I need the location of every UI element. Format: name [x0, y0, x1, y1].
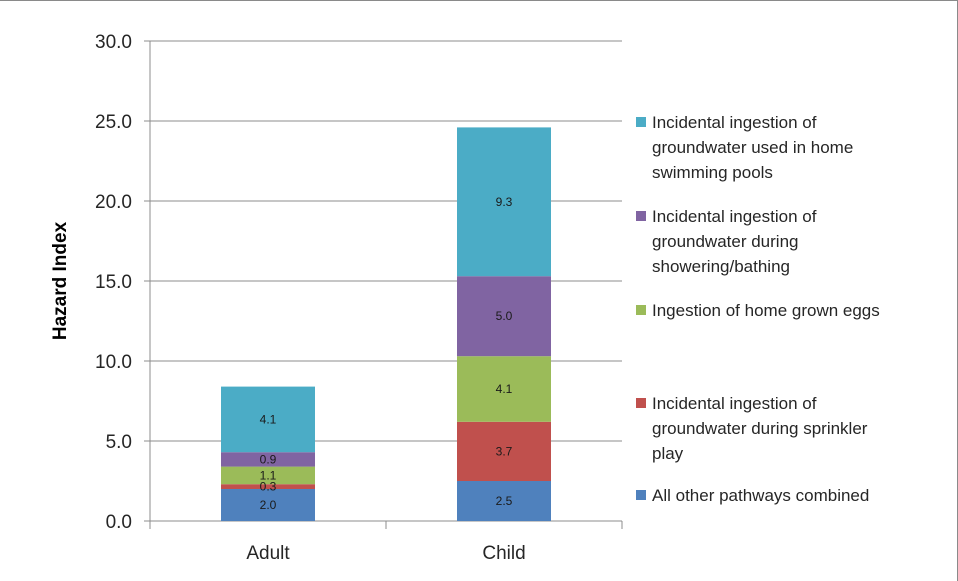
- bar-segment: [457, 421, 551, 481]
- bar-segment: [221, 466, 315, 485]
- y-tick-label: 10.0: [95, 352, 132, 373]
- legend-label: Ingestion of home grown eggs: [652, 301, 880, 320]
- gridlines: [150, 40, 622, 442]
- bar-segment: [221, 386, 315, 453]
- legend-swatch-icon: [636, 211, 646, 221]
- legend-item: Incidental ingestion of groundwater used…: [636, 110, 936, 185]
- legend-item: Ingestion of home grown eggs: [636, 298, 936, 323]
- axes: 0.0 5.0 10.0 15.0 20.0 25.0 30.0 Adult Child: [95, 32, 623, 564]
- legend-swatch-icon: [636, 490, 646, 500]
- y-axis-title: Hazard Index: [50, 221, 71, 340]
- bars: [221, 127, 551, 521]
- bar-segment: [457, 276, 551, 357]
- data-label: 4.1: [496, 382, 513, 396]
- data-label: 4.1: [260, 412, 277, 426]
- y-tick-label: 20.0: [95, 192, 132, 213]
- data-label: 1.1: [260, 468, 277, 482]
- legend-label: Incidental ingestion of groundwater duri…: [652, 207, 817, 276]
- x-category-label: Child: [482, 543, 525, 564]
- bar-segment: [457, 481, 551, 521]
- legend-item: Incidental ingestion of groundwater duri…: [636, 391, 936, 466]
- legend-swatch-icon: [636, 305, 646, 315]
- y-tick-label: 25.0: [95, 112, 132, 133]
- data-label: 5.0: [496, 309, 513, 323]
- bar-segment: [221, 489, 315, 521]
- bar-segment: [457, 356, 551, 422]
- data-labels: 2.0 0.31.1 0.9 4.1 2.5 3.7 4.1 5.0 9.3: [260, 195, 513, 512]
- legend-item: All other pathways combined: [636, 483, 936, 508]
- x-category-label: Adult: [246, 543, 290, 564]
- legend-label: Incidental ingestion of groundwater duri…: [652, 394, 868, 463]
- data-label: 0.3: [260, 480, 277, 494]
- bar-segment: [457, 127, 551, 277]
- data-label: 3.7: [496, 444, 513, 458]
- y-tick-label: 0.0: [106, 512, 132, 533]
- data-label: 9.3: [496, 195, 513, 209]
- y-tick-label: 5.0: [106, 432, 132, 453]
- legend-swatch-icon: [636, 117, 646, 127]
- legend-item: Incidental ingestion of groundwater duri…: [636, 204, 936, 279]
- legend-label: Incidental ingestion of groundwater used…: [652, 113, 854, 182]
- bar-segment: [221, 452, 315, 467]
- legend-label: All other pathways combined: [652, 486, 870, 505]
- bar-segment: [221, 484, 315, 489]
- data-label: 2.5: [496, 494, 513, 508]
- y-tick-label: 15.0: [95, 272, 132, 293]
- data-label: 0.9: [260, 452, 277, 466]
- y-tick-label: 30.0: [95, 32, 132, 53]
- chart-legend: Incidental ingestion of groundwater used…: [636, 1, 936, 581]
- data-label: 2.0: [260, 498, 277, 512]
- legend-swatch-icon: [636, 398, 646, 408]
